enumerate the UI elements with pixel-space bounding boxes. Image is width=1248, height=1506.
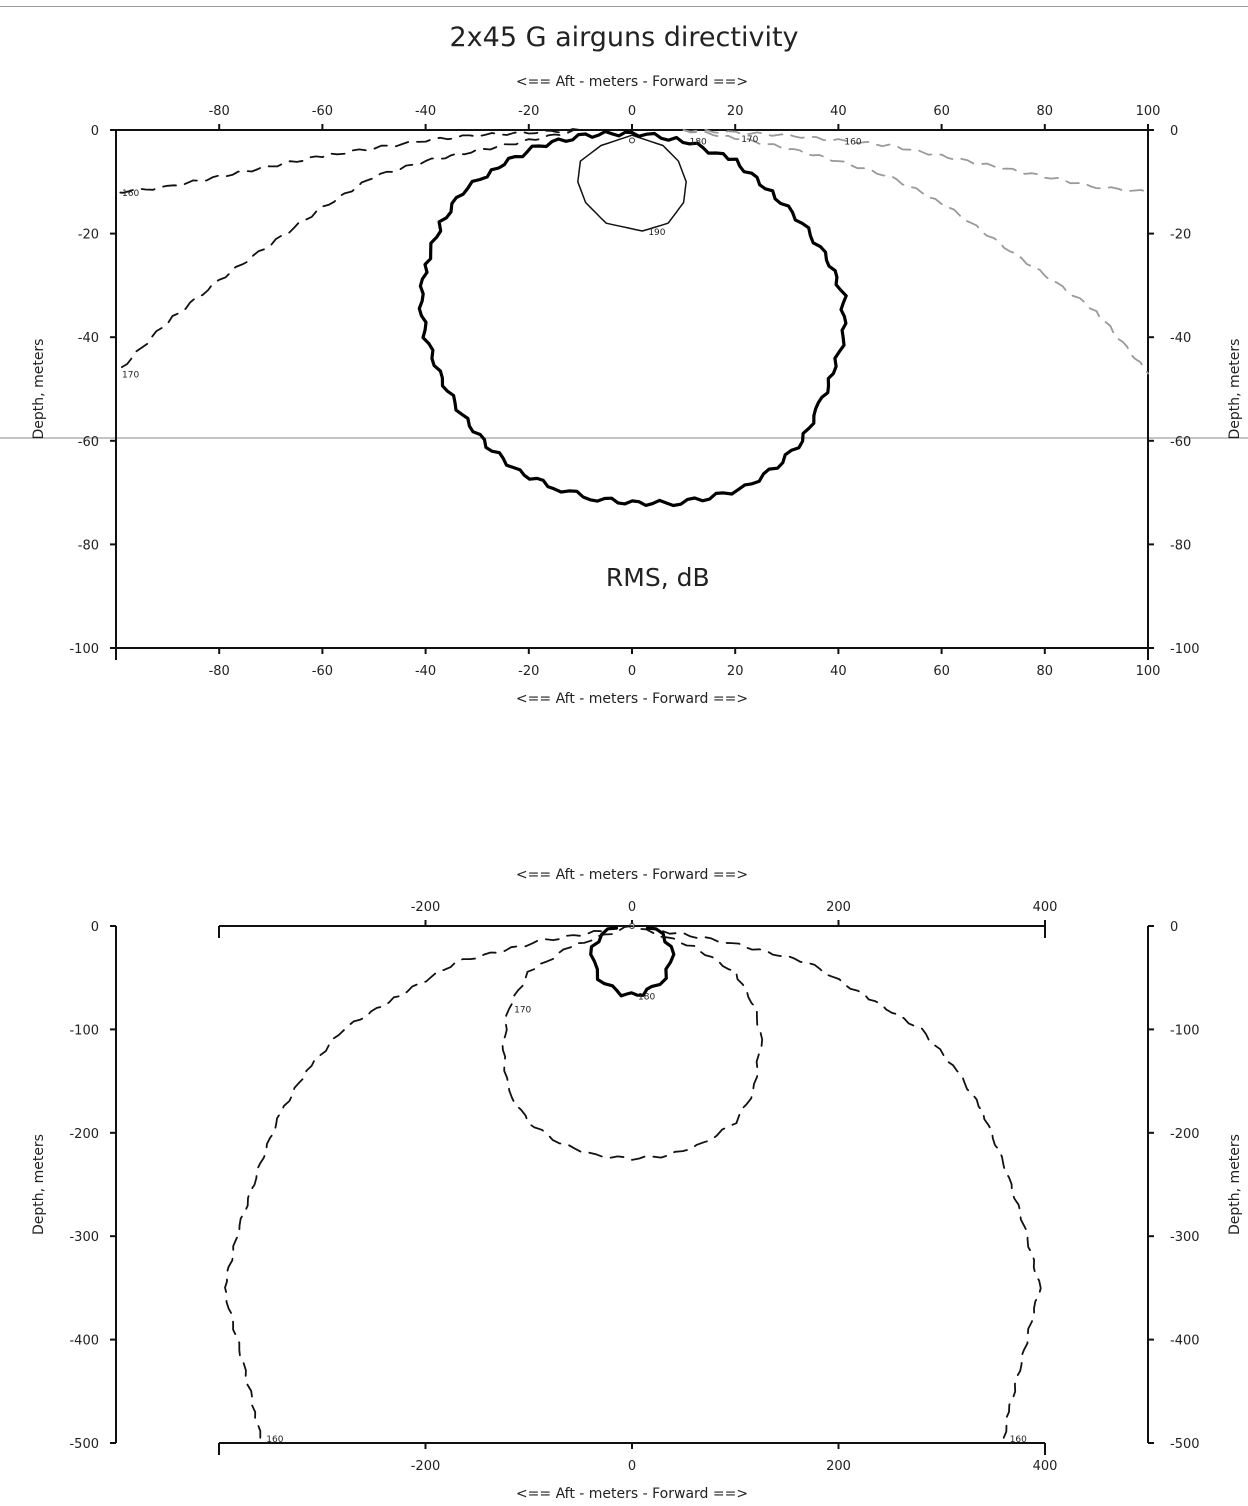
x-tick-label-bottom: -200 (411, 1459, 441, 1474)
contour-170-label: 170 (122, 370, 139, 380)
x-tick-label-bottom: 20 (727, 664, 744, 679)
x-tick-label-bottom: 80 (1037, 664, 1054, 679)
y-tick-label-right: -40 (1170, 331, 1191, 346)
y-axis-title-right: Depth, meters (1227, 1134, 1243, 1235)
contour-170-line (115, 129, 582, 375)
contour-180-label: 180 (638, 992, 655, 1002)
x-tick-label-top: 20 (727, 104, 744, 119)
y-axis-title-right: Depth, meters (1227, 339, 1243, 440)
contour-160-label: 160 (844, 137, 861, 147)
y-tick-label-left: 0 (91, 124, 99, 139)
y-tick-label-left: -100 (69, 1023, 99, 1038)
contour-160-line (224, 930, 602, 1439)
rms-annotation: RMS, dB (606, 563, 710, 592)
y-tick-label-right: -200 (1170, 1127, 1200, 1142)
y-axis-title-left: Depth, meters (31, 1134, 47, 1235)
y-tick-label-right: -400 (1170, 1334, 1200, 1349)
y-tick-label-right: 0 (1170, 124, 1178, 139)
y-tick-label-left: -20 (78, 228, 99, 243)
y-axis-title-left: Depth, meters (31, 339, 47, 440)
y-tick-label-left: 0 (91, 920, 99, 935)
contour-160-label: 160 (122, 189, 139, 199)
x-tick-label-top: 100 (1136, 104, 1161, 119)
y-tick-label-right: -80 (1170, 538, 1191, 553)
contour-160-label: 160 (266, 1435, 283, 1445)
x-tick-label-top: 60 (933, 104, 950, 119)
x-tick-label-top: 0 (628, 900, 636, 915)
y-tick-label-left: -80 (78, 538, 99, 553)
bottom-panel: -200 -200 0 0 200 200 400 400 0 0 -100 -100 -200 -200… (31, 867, 1243, 1502)
x-axis-title-top: <== Aft - meters - Forward ==> (516, 74, 748, 90)
contour-170-line (501, 925, 764, 1161)
y-tick-label-left: -400 (69, 1334, 99, 1349)
contour-160-line (115, 128, 582, 194)
x-tick-label-top: 0 (628, 104, 636, 119)
x-tick-label-top: -80 (209, 104, 230, 119)
contour-170-label: 170 (514, 1006, 531, 1016)
contour-190-line (577, 134, 687, 232)
contour-180-line (417, 129, 848, 508)
y-tick-label-left: -500 (69, 1437, 99, 1452)
x-axis-title-bottom: <== Aft - meters - Forward ==> (516, 1486, 748, 1502)
x-tick-label-top: 80 (1037, 104, 1054, 119)
x-tick-label-bottom: 0 (628, 664, 636, 679)
x-tick-label-bottom: 60 (933, 664, 950, 679)
y-tick-label-right: -300 (1170, 1230, 1200, 1245)
x-tick-label-bottom: 100 (1136, 664, 1161, 679)
contour-180-line (589, 926, 676, 998)
x-tick-label-top: -20 (518, 104, 539, 119)
x-tick-label-bottom: 200 (826, 1459, 851, 1474)
contour-160-line (682, 128, 1149, 194)
contour-170-line (682, 129, 1149, 375)
y-tick-label-right: -60 (1170, 435, 1191, 450)
contour-180-label: 180 (690, 137, 707, 147)
contour-lines: 180 170 160 160 (224, 925, 1042, 1445)
x-tick-label-bottom: 0 (628, 1459, 636, 1474)
y-tick-label-left: -100 (69, 642, 99, 657)
x-tick-label-top: -200 (411, 900, 441, 915)
y-tick-label-right: 0 (1170, 920, 1178, 935)
y-tick-label-left: -200 (69, 1127, 99, 1142)
x-tick-label-top: 400 (1033, 900, 1058, 915)
x-tick-label-bottom: 400 (1033, 1459, 1058, 1474)
top-panel: -80 -80 -60 -60 -40 -40 -20 -20 0 0 20 20 40 40 60 60 80… (31, 74, 1243, 707)
contour-160-line (662, 930, 1042, 1439)
x-tick-label-top: 200 (826, 900, 851, 915)
y-tick-label-left: -300 (69, 1230, 99, 1245)
x-tick-label-bottom: -20 (518, 664, 539, 679)
chart-title: 2x45 G airguns directivity (449, 22, 799, 53)
x-axis-title-bottom: <== Aft - meters - Forward ==> (516, 691, 748, 707)
y-tick-label-right: -100 (1170, 642, 1200, 657)
x-tick-label-top: -40 (415, 104, 436, 119)
x-tick-label-bottom: -80 (209, 664, 230, 679)
contour-190-label: 190 (648, 228, 665, 238)
y-tick-label-right: -500 (1170, 1437, 1200, 1452)
y-tick-label-left: -40 (78, 331, 99, 346)
x-tick-label-bottom: -40 (415, 664, 436, 679)
x-tick-label-bottom: -60 (312, 664, 333, 679)
top-rule (0, 6, 1248, 7)
x-axis-title-top: <== Aft - meters - Forward ==> (516, 867, 748, 883)
y-tick-label-right: -20 (1170, 228, 1191, 243)
y-tick-label-right: -100 (1170, 1023, 1200, 1038)
x-tick-label-bottom: 40 (830, 664, 847, 679)
contour-lines: 190 180 170 160 170 160 (115, 128, 1149, 508)
y-tick-label-left: -60 (78, 435, 99, 450)
contour-160-label: 160 (1010, 1435, 1027, 1445)
x-tick-label-top: -60 (312, 104, 333, 119)
source-marker (629, 137, 635, 144)
x-tick-label-top: 40 (830, 104, 847, 119)
contour-170-label: 170 (741, 135, 758, 145)
